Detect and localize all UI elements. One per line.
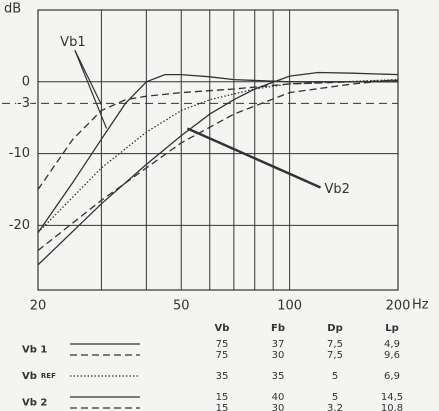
y-tick-label: 0 — [22, 74, 30, 89]
pointer — [74, 50, 108, 129]
cell: 37 — [272, 339, 285, 350]
column-header: Lp — [385, 323, 399, 334]
pointer — [74, 50, 102, 106]
plot-frame — [37, 9, 399, 291]
column-header: Dp — [327, 323, 342, 334]
y-tick-label: -20 — [9, 218, 30, 233]
cell: 3,2 — [327, 403, 343, 411]
column-header: Fb — [271, 323, 285, 334]
x-tick-label: 20 — [30, 299, 47, 314]
x-axis-label: Hz — [412, 298, 429, 313]
row-label: Vb 2 — [22, 398, 47, 409]
annotation: Vb1 — [60, 35, 85, 50]
curve — [37, 78, 399, 234]
cell: 75 — [216, 339, 229, 350]
cell: 7,5 — [327, 350, 343, 361]
cell: 14,5 — [381, 392, 403, 403]
y-tick-label: -10 — [9, 146, 30, 161]
y-axis-label: dB — [4, 2, 21, 17]
curve — [37, 79, 399, 190]
cell: 4,9 — [384, 339, 400, 350]
cell: 15 — [216, 403, 229, 411]
cell: 35 — [272, 371, 285, 382]
cell: 30 — [272, 403, 285, 411]
row-label-sub: REF — [41, 372, 56, 380]
curve — [37, 73, 398, 233]
column-header: Vb — [215, 323, 230, 334]
cell: 10,8 — [381, 403, 403, 411]
y-tick-label: -3 — [17, 96, 30, 111]
curve — [37, 78, 399, 252]
cell: 6,9 — [384, 371, 400, 382]
cell: 7,5 — [327, 339, 343, 350]
cell: 75 — [216, 350, 229, 361]
row-label: Vb 1 — [22, 345, 47, 356]
cell: 15 — [216, 392, 229, 403]
cell: 5 — [332, 371, 338, 382]
x-tick-label: 200 — [386, 299, 411, 314]
cell: 5 — [332, 392, 338, 403]
cell: 9,6 — [384, 350, 400, 361]
x-tick-label: 100 — [277, 299, 302, 314]
pointer — [186, 127, 322, 189]
cell: 30 — [272, 350, 285, 361]
cell: 40 — [272, 392, 285, 403]
annotation: Vb2 — [325, 182, 350, 197]
x-tick-label: 50 — [173, 299, 190, 314]
curve — [37, 71, 399, 266]
cell: 35 — [216, 371, 229, 382]
row-label: Vb REF — [22, 371, 56, 382]
